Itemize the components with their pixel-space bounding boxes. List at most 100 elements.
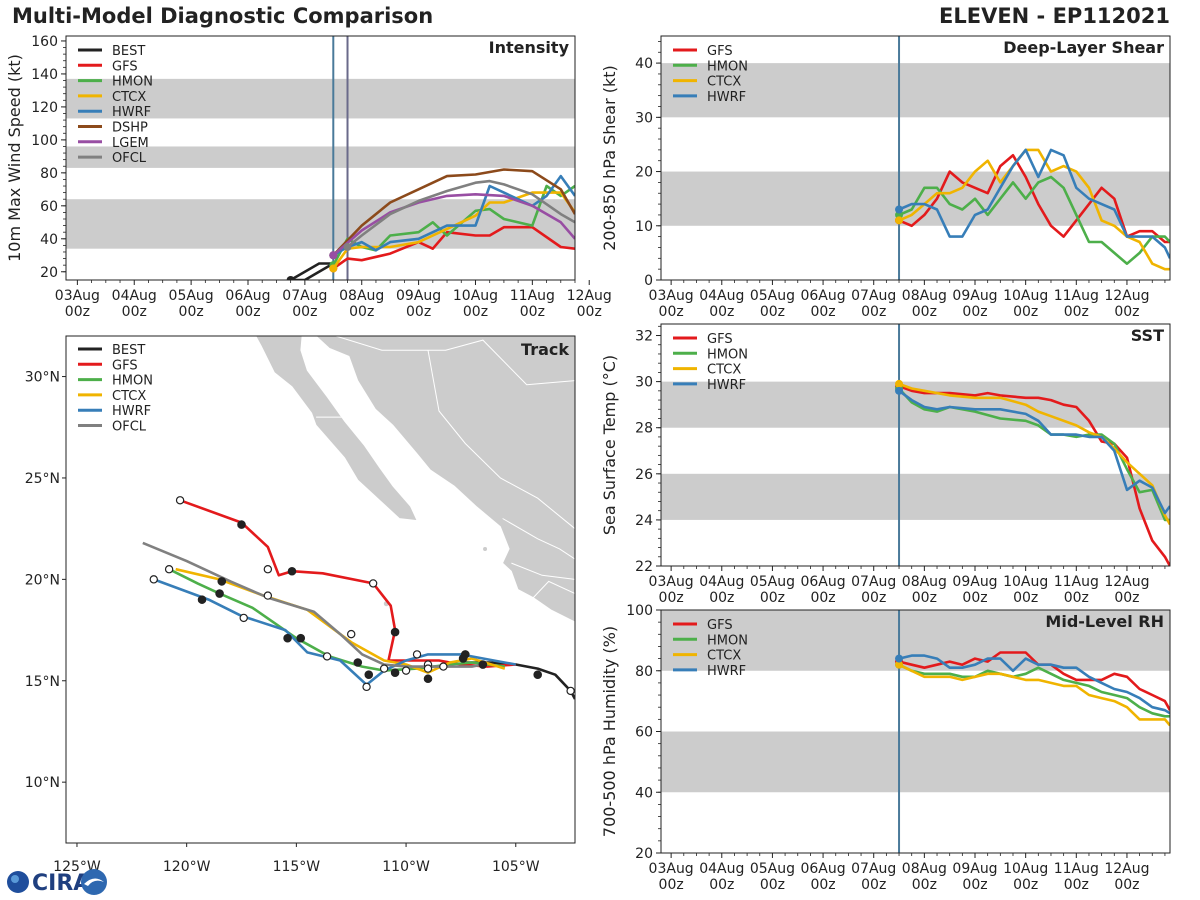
track-marker-open	[322, 652, 332, 661]
start-marker	[895, 386, 904, 395]
start-marker	[895, 379, 904, 388]
track-marker-filled	[353, 658, 363, 667]
island	[483, 546, 488, 551]
plot-frame	[660, 609, 1171, 854]
x-tick-label: 00z	[235, 304, 260, 320]
series-hwrf	[898, 654, 1170, 715]
boundary-line	[502, 518, 575, 560]
x-tick-label: 04Aug	[699, 861, 744, 877]
series-best	[289, 262, 334, 280]
series-hmon	[898, 663, 1170, 718]
x-tick-label: 00z	[1114, 590, 1139, 606]
y-tick-label: 20	[635, 165, 653, 181]
series-gfs	[332, 225, 575, 270]
track-marker-filled	[283, 633, 292, 643]
track-ofcl	[142, 541, 484, 668]
series-ctcx	[898, 663, 1170, 727]
legend-label: HMON	[112, 374, 153, 389]
x-tick-label: 00z	[292, 304, 317, 320]
x-tick-label: 00z	[962, 590, 987, 606]
x-tick-label: 08Aug	[902, 288, 947, 304]
legend-label: DSHP	[112, 121, 148, 136]
legend-label: HWRF	[707, 664, 746, 679]
track-marker-open	[263, 565, 273, 574]
land-baja	[255, 336, 418, 521]
x-tick-label: 07Aug	[282, 288, 327, 304]
x-tick-label: 05Aug	[750, 288, 795, 304]
plot-frame	[660, 35, 1171, 281]
x-tick-label: 11Aug	[1054, 574, 1099, 590]
panel-title: Mid-Level RH	[1045, 612, 1164, 631]
track-marker-filled	[296, 633, 306, 643]
series-ctcx	[898, 148, 1170, 271]
series-lgem	[332, 193, 575, 257]
y-tick-label: 100	[31, 133, 58, 149]
track-marker-open	[239, 613, 248, 623]
lat-label: 20°N	[25, 572, 60, 588]
lon-label: 110°W	[382, 859, 430, 875]
y-tick-label: 22	[635, 559, 653, 575]
panel-title: Deep-Layer Shear	[1003, 38, 1164, 57]
y-tick-label: 30	[635, 110, 653, 126]
x-tick-label: 00z	[760, 877, 785, 893]
series-hwrf	[898, 389, 1170, 515]
x-tick-label: 09Aug	[952, 574, 997, 590]
x-tick-label: 10Aug	[1003, 861, 1048, 877]
y-tick-label: 40	[635, 785, 653, 801]
x-tick-label: 00z	[962, 877, 987, 893]
x-tick-label: 03Aug	[649, 288, 694, 304]
logo-text: CIRA	[32, 871, 90, 896]
start-marker	[895, 205, 904, 214]
y-tick-label: 30	[635, 375, 653, 391]
x-tick-label: 00z	[912, 304, 937, 320]
cira-logo: CIRA	[7, 869, 107, 896]
x-tick-label: 12Aug	[1104, 288, 1149, 304]
legend-label: CTCX	[707, 75, 741, 90]
track-marker-filled	[197, 595, 207, 604]
x-tick-label: 00z	[179, 304, 204, 320]
series-hwrf	[332, 174, 575, 257]
series-dshp	[332, 168, 575, 257]
x-tick-label: 00z	[122, 304, 147, 320]
x-tick-label: 08Aug	[902, 574, 947, 590]
panel-title: SST	[1131, 326, 1164, 345]
x-tick-label: 00z	[709, 877, 734, 893]
y-tick-label: 20	[635, 846, 653, 862]
plot-frame	[660, 323, 1171, 567]
track-marker-filled	[364, 670, 374, 679]
x-tick-label: 03Aug	[649, 574, 694, 590]
x-tick-label: 06Aug	[800, 288, 845, 304]
x-tick-label: 08Aug	[902, 861, 947, 877]
y-tick-label: 160	[31, 34, 58, 50]
shading-band	[66, 78, 575, 119]
track-marker-filled	[423, 674, 433, 684]
storm-id: ELEVEN - EP112021	[939, 4, 1170, 28]
series-gfs	[898, 154, 1170, 244]
x-tick-label: 00z	[659, 877, 684, 893]
legend-label: CTCX	[112, 389, 146, 404]
x-tick-label: 00z	[577, 304, 602, 320]
x-tick-label: 04Aug	[112, 288, 157, 304]
satellite-swirl-icon	[81, 869, 107, 895]
lon-label: 115°W	[273, 859, 321, 875]
series-ctcx	[898, 382, 1170, 526]
start-marker	[343, 243, 352, 252]
track-marker-filled	[478, 660, 488, 669]
series-hwrf	[898, 148, 1170, 259]
start-marker	[895, 216, 904, 225]
x-tick-label: 00z	[810, 590, 835, 606]
x-tick-label: 00z	[1013, 304, 1038, 320]
x-tick-label: 00z	[912, 590, 937, 606]
track-marker-open	[164, 565, 174, 574]
y-tick-label: 0	[644, 273, 653, 289]
track-marker-open	[149, 575, 158, 584]
track-marker-open	[362, 682, 371, 692]
x-tick-label: 05Aug	[169, 288, 214, 304]
y-tick-label: 140	[31, 67, 58, 83]
legend-label: HMON	[112, 75, 153, 90]
track-marker-open	[175, 496, 185, 505]
lon-label: 120°W	[163, 859, 211, 875]
